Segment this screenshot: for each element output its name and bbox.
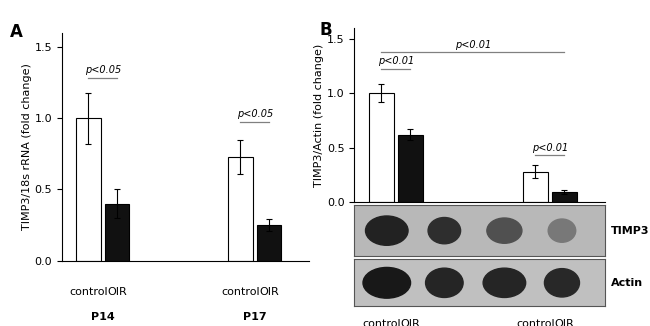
Y-axis label: TIMP3/Actin (fold change): TIMP3/Actin (fold change) [314,43,324,186]
Ellipse shape [363,267,411,298]
Text: B: B [319,21,332,39]
Text: Actin: Actin [611,278,643,288]
Text: control: control [516,319,554,326]
Text: TIMP3: TIMP3 [611,226,649,236]
Bar [105,204,129,261]
Text: OIR: OIR [107,287,127,297]
Text: control: control [362,319,400,326]
Text: p<0.01: p<0.01 [455,40,491,50]
Text: p<0.01: p<0.01 [532,142,568,153]
Text: p<0.05: p<0.05 [84,65,121,75]
Text: p<0.01: p<0.01 [378,56,414,67]
Ellipse shape [548,219,576,242]
Text: control: control [221,287,259,297]
Bar [76,118,101,261]
Text: p<0.05: p<0.05 [237,109,273,119]
Ellipse shape [483,268,526,297]
Text: P14: P14 [91,312,114,322]
Text: OIR: OIR [554,319,575,326]
Y-axis label: TIMP3/18s rRNA (fold change): TIMP3/18s rRNA (fold change) [21,63,32,230]
Bar [369,93,393,202]
Text: P17: P17 [243,312,266,322]
Bar [552,192,577,202]
Ellipse shape [428,217,461,244]
Ellipse shape [545,269,580,297]
Ellipse shape [365,216,408,245]
Ellipse shape [426,268,463,297]
Text: A: A [10,23,23,41]
Bar [257,225,281,261]
Text: OIR: OIR [400,319,421,326]
Text: OIR: OIR [259,287,279,297]
Bar [228,157,252,261]
Text: control: control [69,287,108,297]
Ellipse shape [487,218,522,243]
Bar [398,135,422,202]
Bar [523,171,547,202]
